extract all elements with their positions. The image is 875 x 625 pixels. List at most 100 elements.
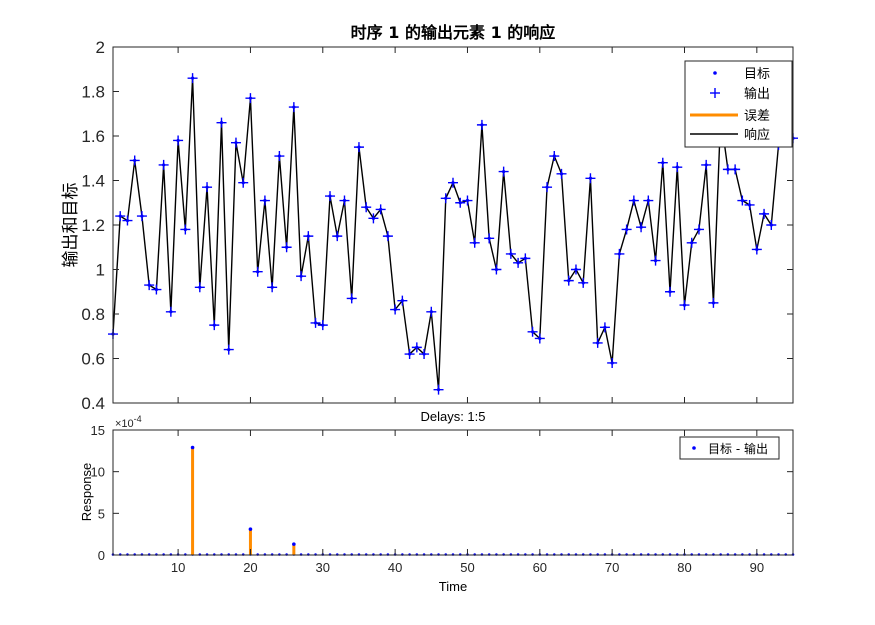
legend-response-label: 响应: [744, 127, 770, 143]
error-x-tick-label: 30: [316, 560, 330, 575]
error-x-axis-label: Time: [439, 579, 467, 594]
output-point: [513, 257, 524, 268]
output-point: [426, 306, 437, 317]
output-point: [382, 231, 393, 242]
output-point: [325, 191, 336, 202]
error-x-tick-label: 60: [533, 560, 547, 575]
output-point: [766, 220, 777, 230]
output-point: [274, 151, 285, 162]
output-point: [657, 157, 668, 168]
output-point: [230, 137, 241, 148]
output-point: [115, 211, 126, 222]
output-point: [527, 326, 538, 337]
legend-error-label: 误差: [744, 109, 770, 124]
error-y-tick-label: 5: [98, 506, 105, 521]
response-axes-box: [112, 46, 794, 404]
output-point: [636, 222, 647, 233]
legend-difference-marker: [692, 446, 696, 450]
error-exponent-label: ×10-4: [115, 414, 142, 430]
response-y-tick-label: 0.4: [81, 394, 105, 413]
output-point: [744, 199, 755, 210]
output-point: [404, 349, 415, 360]
output-point: [129, 155, 140, 166]
output-point: [419, 349, 430, 360]
output-point: [361, 202, 372, 213]
response-title: 时序 1 的输出元素 1 的响应: [351, 23, 556, 42]
output-point: [288, 102, 299, 113]
output-point: [751, 244, 762, 255]
error-axes: 0 5 10 15 10 20 30 40 50 60 70 80 90 Delays: 1:5 ×10…: [79, 409, 795, 594]
legend-target-label: 目标: [744, 67, 770, 82]
response-y-axis-label: 输出和目标: [61, 183, 81, 268]
output-point: [187, 73, 198, 84]
output-point: [628, 195, 639, 206]
output-point: [505, 248, 516, 259]
output-point: [578, 277, 589, 288]
output-point: [245, 93, 256, 104]
error-axes-box: [112, 429, 794, 556]
output-point: [165, 306, 176, 317]
output-point: [708, 297, 719, 308]
error-y-tick-label: 10: [91, 465, 105, 480]
legend-output-marker: [710, 88, 720, 98]
error-legend-box: [679, 436, 780, 460]
output-point: [556, 168, 567, 179]
output-point: [592, 337, 603, 348]
error-y-tick-label: 0: [98, 548, 105, 563]
output-point: [534, 333, 545, 344]
error-x-tick-label: 90: [750, 560, 764, 575]
response-y-tick-label: 0.6: [81, 350, 105, 369]
output-point: [701, 159, 712, 170]
output-point: [672, 162, 683, 173]
output-point: [209, 320, 220, 331]
output-point: [238, 177, 249, 188]
error-y-tick-label: 15: [91, 423, 105, 438]
output-point: [448, 177, 458, 188]
output-point: [469, 237, 480, 248]
output-point: [570, 264, 581, 275]
output-point: [520, 253, 531, 264]
output-point: [223, 344, 234, 355]
output-point: [339, 195, 350, 206]
output-point: [353, 142, 364, 153]
output-point: [158, 159, 169, 170]
output-point: [173, 135, 184, 146]
response-y-tick-label: 1.4: [81, 172, 105, 191]
error-ticks: 0 5 10 15 10 20 30 40 50 60 70 80 90: [91, 423, 793, 575]
output-point: [484, 233, 495, 244]
output-point: [621, 224, 632, 235]
output-point: [411, 342, 422, 353]
output-point: [433, 384, 444, 395]
output-point: [440, 193, 451, 204]
output-point: [455, 197, 466, 208]
response-y-tick-label: 1: [96, 261, 105, 280]
output-point: [194, 282, 205, 293]
output-point: [498, 166, 509, 177]
output-point: [643, 195, 654, 206]
legend-target-marker: [713, 71, 717, 75]
error-legend: 目标 - 输出: [679, 436, 780, 460]
output-point: [737, 195, 748, 206]
error-x-tick-label: 10: [171, 560, 185, 575]
error-point: [292, 542, 296, 546]
output-point: [317, 320, 328, 331]
output-point: [303, 231, 314, 242]
output-point: [332, 231, 343, 242]
response-y-tick-label: 1.2: [81, 216, 105, 235]
output-point: [122, 215, 133, 226]
output-point: [259, 195, 270, 206]
output-point: [476, 119, 487, 130]
error-x-tick-label: 40: [388, 560, 402, 575]
response-y-ticks: 0.4 0.6 0.8 1 1.2 1.4 1.6 1.8 2: [81, 38, 793, 413]
error-title: Delays: 1:5: [420, 409, 485, 424]
output-point: [151, 284, 162, 295]
output-point: [607, 357, 618, 368]
error-y-axis-label: Response: [79, 463, 94, 522]
output-point: [136, 211, 147, 222]
response-y-tick-label: 0.8: [81, 305, 105, 324]
output-point: [679, 300, 690, 311]
output-point: [281, 242, 292, 253]
output-point: [296, 271, 307, 282]
output-point: [390, 304, 401, 315]
